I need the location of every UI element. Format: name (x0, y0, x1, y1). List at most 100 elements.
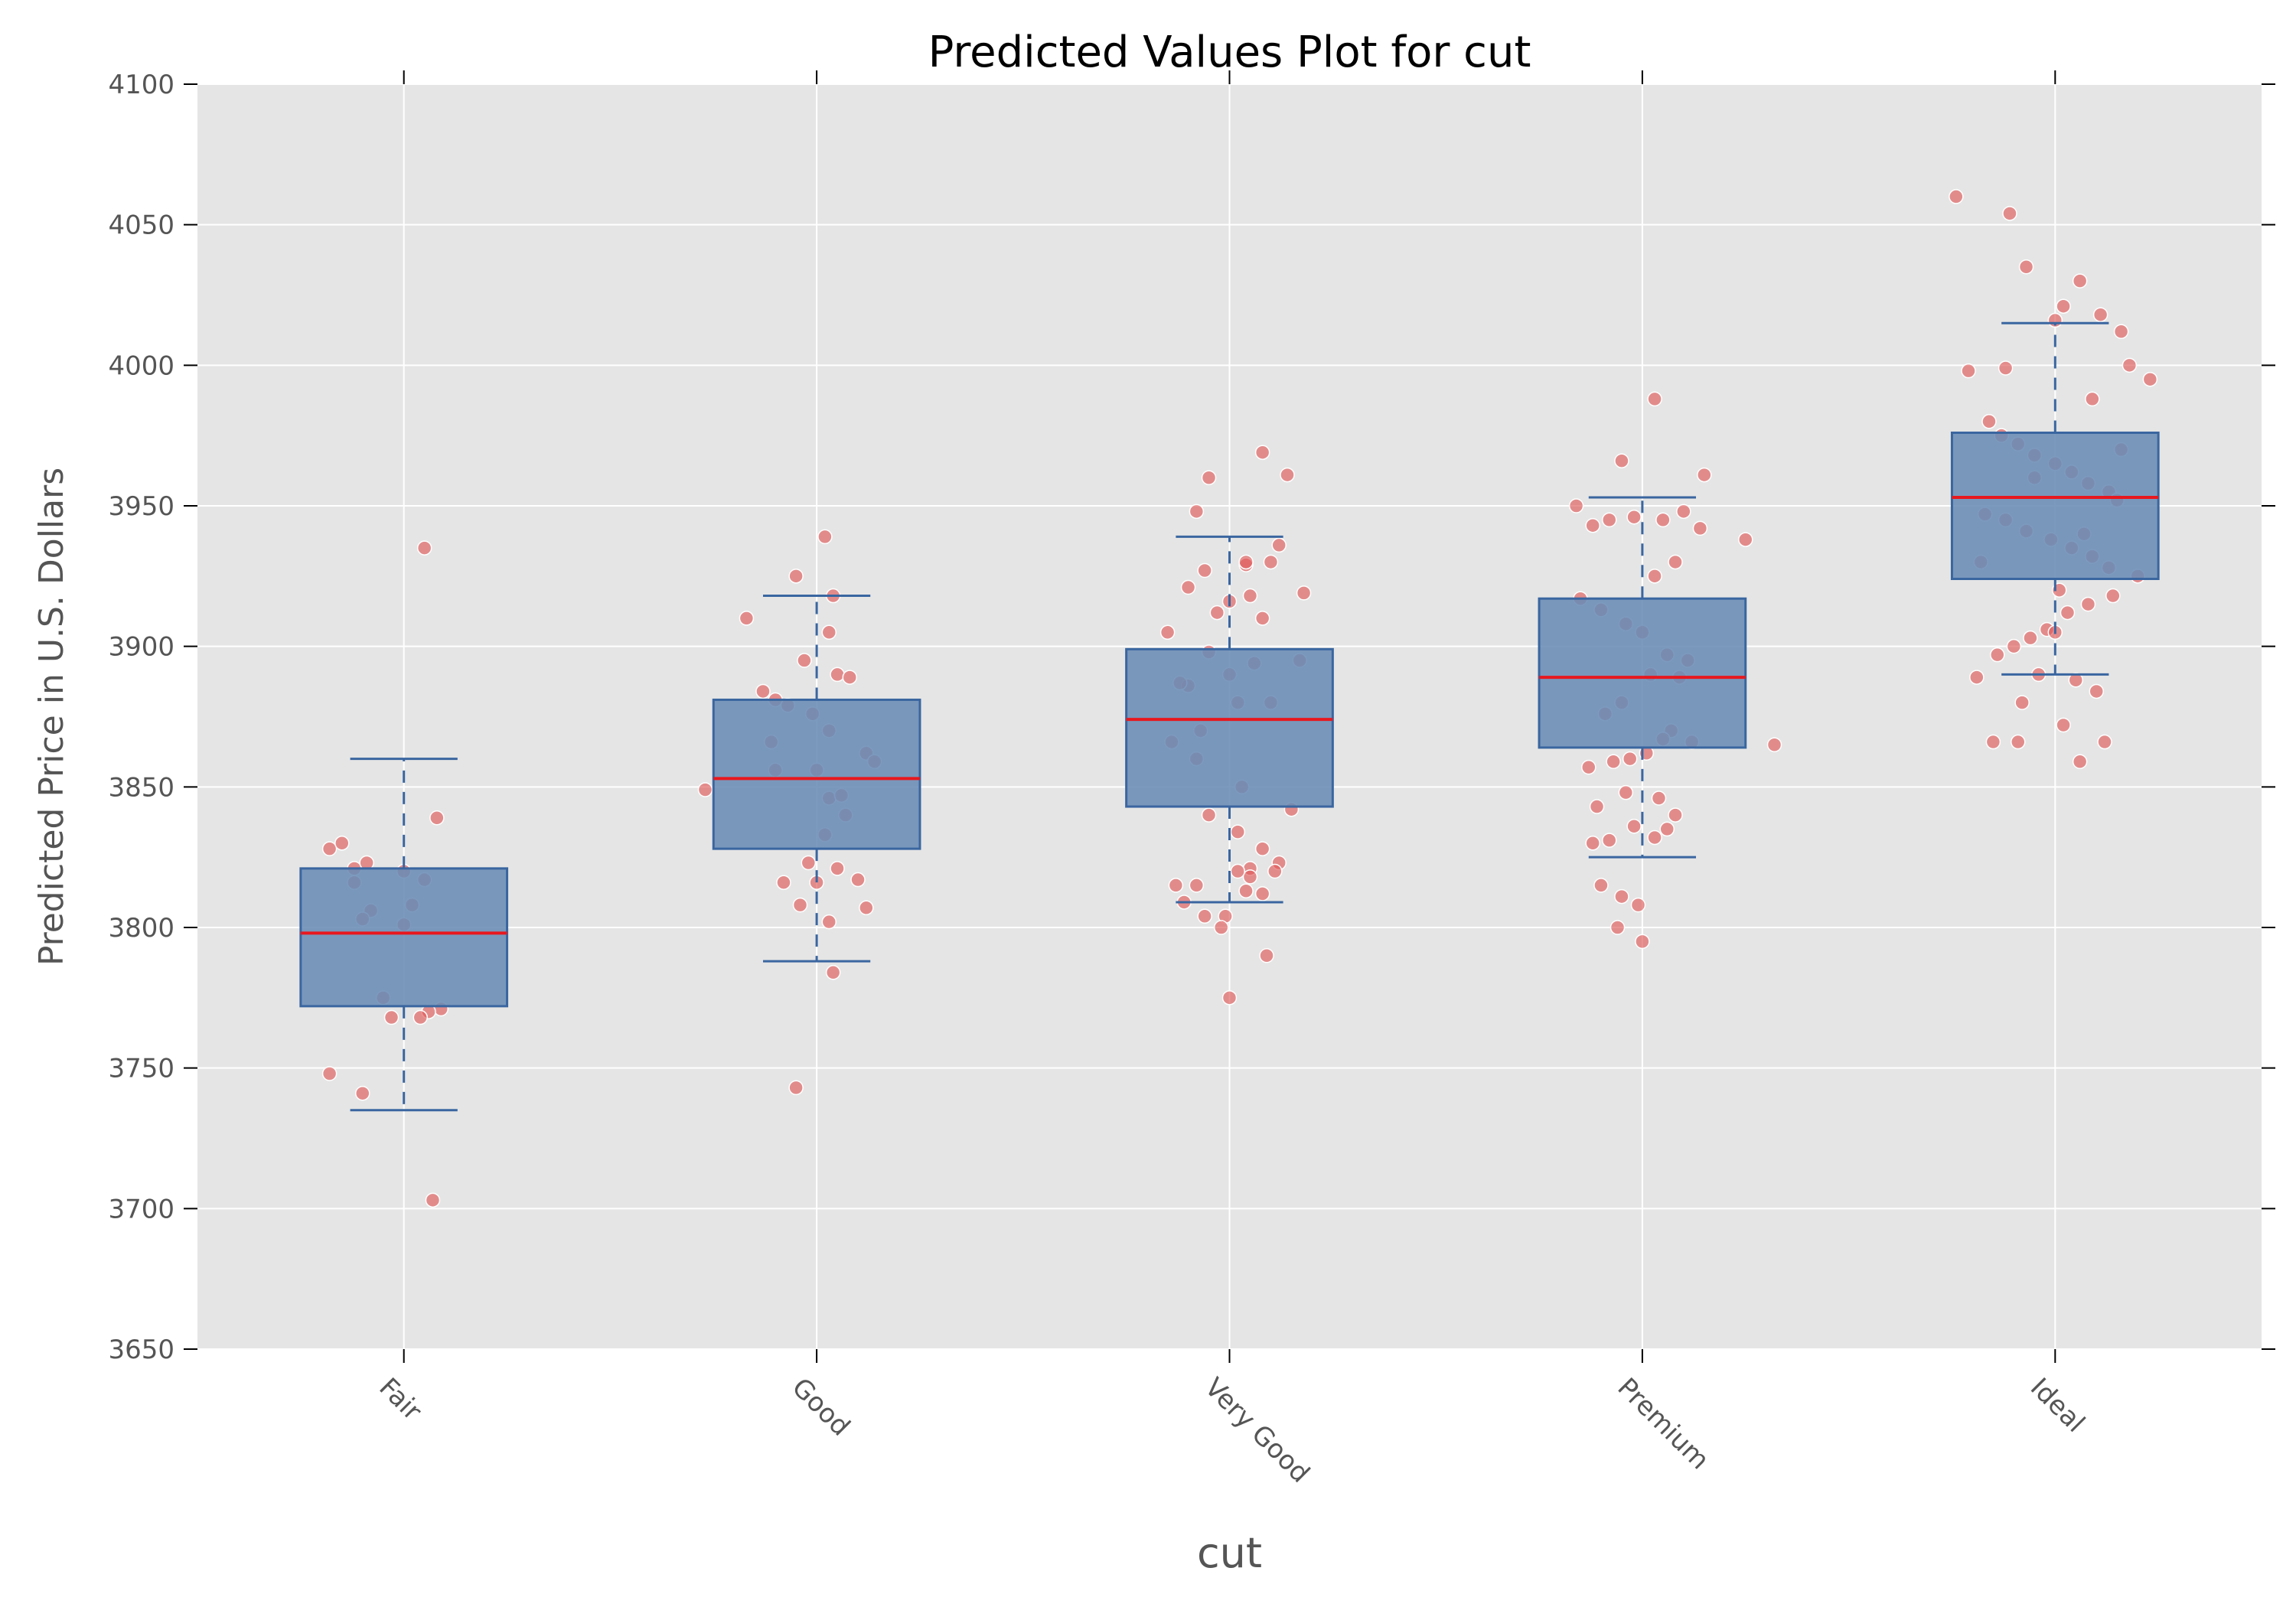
data-point (2092, 307, 2108, 322)
data-point (416, 540, 432, 556)
data-point (2006, 638, 2022, 654)
data-point (1651, 790, 1667, 806)
data-point (821, 914, 837, 930)
data-point (334, 836, 350, 851)
data-point (1738, 532, 1753, 547)
box-iqr (1950, 431, 2160, 581)
data-point (2122, 357, 2138, 373)
data-point (1593, 878, 1609, 893)
y-tick-label: 3800 (108, 913, 174, 944)
data-point (2105, 588, 2121, 604)
data-point (1259, 947, 1274, 963)
data-point (830, 861, 845, 876)
data-point (825, 965, 841, 980)
data-point (1168, 878, 1184, 893)
data-point (1197, 908, 1212, 924)
box-iqr (299, 867, 509, 1008)
data-point (1230, 863, 1246, 879)
data-point (776, 875, 791, 890)
x-tick-label: Premium (1612, 1372, 1715, 1475)
data-point (1990, 647, 2005, 663)
data-point (2018, 259, 2034, 275)
data-point (797, 653, 812, 668)
data-point (1209, 605, 1225, 621)
chart-title: Predicted Values Plot for cut (928, 28, 1531, 77)
data-point (1267, 863, 1283, 879)
x-axis-label: cut (1197, 1529, 1262, 1577)
data-point (1238, 883, 1254, 898)
data-point (429, 810, 445, 826)
data-point (2113, 324, 2129, 340)
x-tick-label: Fair (373, 1372, 427, 1426)
boxes (299, 321, 2160, 1112)
data-point (1647, 391, 1662, 407)
data-point (1630, 897, 1646, 913)
y-tick-label: 3650 (108, 1335, 174, 1365)
data-point (1614, 453, 1629, 468)
data-point (1647, 830, 1662, 846)
data-point (1697, 467, 1712, 483)
y-tick-label: 3750 (108, 1054, 174, 1084)
data-point (1626, 819, 1642, 834)
data-point (1676, 504, 1691, 520)
data-point (1635, 934, 1650, 950)
data-point (2072, 754, 2088, 770)
data-point (413, 1009, 429, 1025)
data-point (821, 624, 837, 641)
data-point (1668, 554, 1683, 570)
data-point (2014, 695, 2030, 710)
y-tick-label: 4000 (108, 350, 174, 381)
data-point (1159, 624, 1176, 641)
data-point (1692, 520, 1708, 536)
box-iqr (1125, 647, 1334, 808)
data-point (1969, 670, 1985, 685)
box-iqr (712, 698, 921, 850)
data-point (1201, 807, 1217, 823)
y-tick-label: 3850 (108, 772, 174, 803)
data-point (1985, 734, 2001, 750)
data-point (2011, 734, 2026, 750)
data-point (2060, 605, 2076, 621)
data-point (2089, 683, 2104, 699)
data-point (1242, 869, 1258, 885)
data-point (1766, 737, 1782, 752)
data-point (1296, 585, 1312, 601)
data-point (1647, 569, 1662, 584)
box-iqr (1538, 597, 1747, 749)
y-tick-label: 4100 (108, 70, 174, 100)
data-point (2056, 717, 2071, 733)
data-point (2002, 206, 2017, 221)
data-point (1197, 562, 1212, 579)
data-point (792, 897, 808, 913)
data-point (1263, 554, 1279, 570)
data-point (2072, 273, 2088, 288)
data-point (1606, 754, 1621, 770)
box-very-good (1125, 535, 1334, 904)
data-point (1180, 579, 1196, 595)
data-point (850, 872, 866, 888)
data-point (859, 900, 874, 916)
data-point (2023, 630, 2038, 646)
data-point (1271, 537, 1287, 553)
x-tick-label: Good (786, 1372, 856, 1442)
data-point (355, 1085, 370, 1101)
data-point (842, 670, 858, 685)
data-point (1589, 799, 1605, 814)
data-point (1254, 886, 1270, 901)
data-point (1254, 445, 1270, 460)
data-point (1626, 509, 1642, 525)
data-point (1622, 751, 1638, 767)
data-point (2068, 672, 2084, 688)
data-point (739, 611, 755, 626)
y-tick-label: 3700 (108, 1194, 174, 1224)
data-point (788, 569, 804, 584)
data-point (1609, 920, 1626, 935)
box-fair (299, 758, 509, 1112)
y-tick-label: 4050 (108, 210, 174, 241)
data-point (1230, 824, 1246, 839)
data-point (1585, 517, 1600, 533)
data-point (1961, 363, 1976, 379)
data-point (1238, 554, 1254, 570)
data-point (801, 855, 817, 871)
